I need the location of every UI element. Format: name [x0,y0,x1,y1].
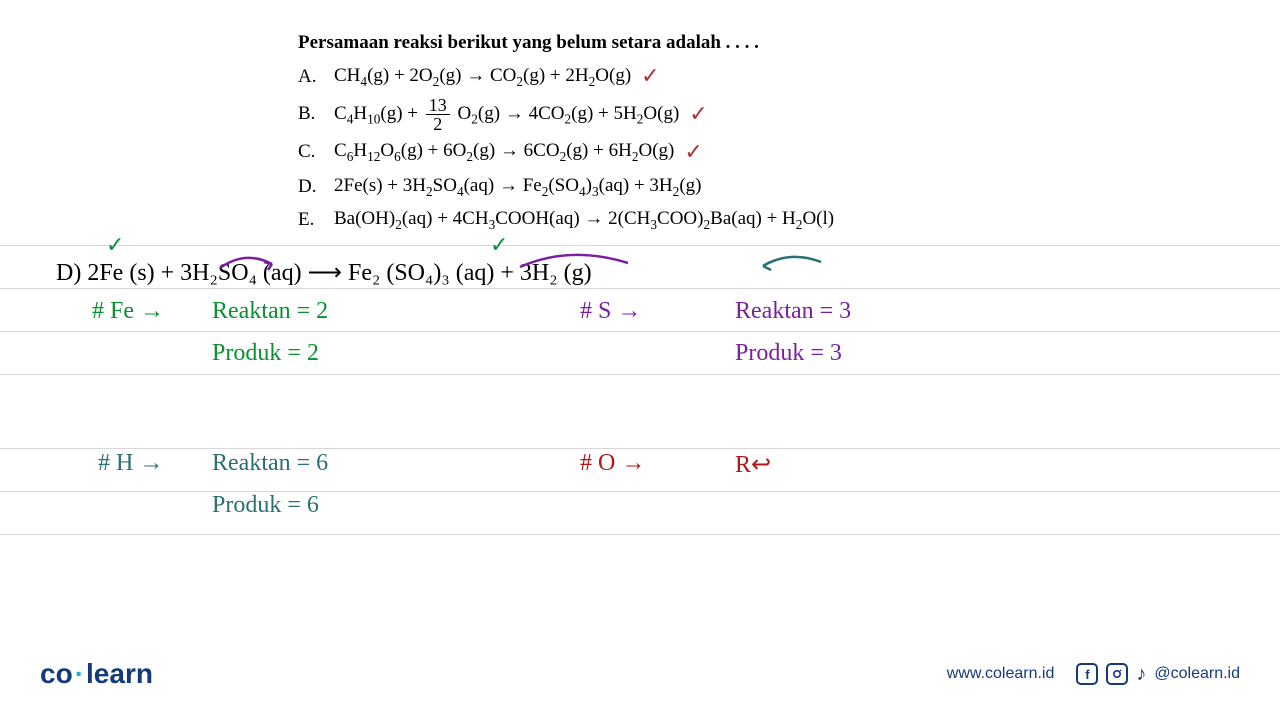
logo-right: learn [86,658,153,689]
option-c-label: C. [298,137,334,166]
check-icon: ✓ [641,59,659,93]
footer-url: www.colearn.id [947,665,1055,683]
footer-handle: @colearn.id [1154,665,1240,683]
logo-dot-icon: · [75,658,84,689]
footer-right: www.colearn.id f ♪ @colearn.id [947,663,1240,686]
check-icon: ✓ [490,232,508,258]
hw-s-label: # S → [580,298,641,325]
hw-fe-produk: Produk = 2 [212,340,319,367]
option-e-label: E. [298,205,334,234]
social-icons: f ♪ @colearn.id [1076,663,1240,686]
question-title: Persamaan reaksi berikut yang belum seta… [298,28,834,57]
instagram-icon [1106,663,1128,685]
option-c-eq: C6H12O6(g) + 6O2(g) → 6CO2(g) + 6H2O(g) [334,136,674,167]
tiktok-icon: ♪ [1136,663,1146,686]
hw-h-produk: Produk = 6 [212,492,319,519]
option-e-eq: Ba(OH)2(aq) + 4CH3COOH(aq) → 2(CH3COO)2B… [334,204,834,235]
option-b-eq: C4H10(g) + 132 O2(g) → 4CO2(g) + 5H2O(g) [334,96,679,133]
option-a-eq: CH4(g) + 2O2(g) → CO2(g) + 2H2O(g) [334,61,631,92]
option-d-label: D. [298,172,334,201]
logo-left: co [40,658,73,689]
hw-h-label: # H → [98,450,163,477]
hw-equation-d: D) 2Fe (s) + 3H₂SO₄ (aq) ⟶ Fe₂ (SO₄)₃ (a… [56,258,592,287]
hw-o-value: R↩ [735,450,771,479]
hw-o-label: # O → [580,450,645,477]
question-block: Persamaan reaksi berikut yang belum seta… [298,28,834,236]
footer: co·learn www.colearn.id f ♪ @colearn.id [0,658,1280,690]
hw-s-produk: Produk = 3 [735,340,842,367]
hw-fe-reaktan: Reaktan = 2 [212,298,328,325]
facebook-icon: f [1076,663,1098,685]
hw-fe-label: # Fe → [92,298,164,325]
check-icon: ✓ [684,135,702,169]
check-icon: ✓ [106,232,124,258]
hw-s-reaktan: Reaktan = 3 [735,298,851,325]
brand-logo: co·learn [40,658,153,690]
option-d-eq: 2Fe(s) + 3H2SO4(aq) → Fe2(SO4)3(aq) + 3H… [334,171,701,202]
hw-h-reaktan: Reaktan = 6 [212,450,328,477]
check-icon: ✓ [689,97,707,131]
option-b-label: B. [298,99,334,128]
option-a-label: A. [298,62,334,91]
